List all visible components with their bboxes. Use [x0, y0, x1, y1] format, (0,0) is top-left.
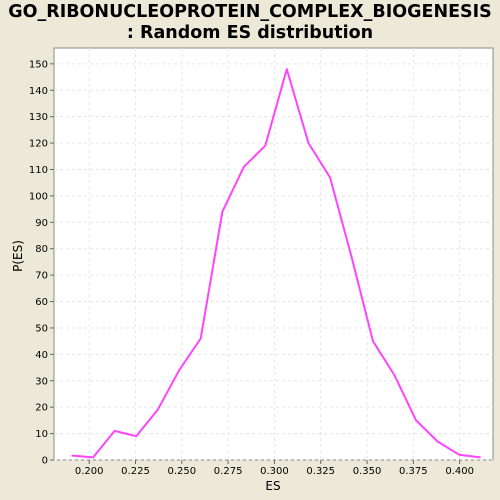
- x-tick-label: 0.225: [121, 466, 150, 477]
- y-tick-label: 30: [35, 376, 48, 387]
- x-tick-label: 0.400: [445, 466, 474, 477]
- x-tick-label: 0.325: [306, 466, 335, 477]
- y-tick-label: 110: [29, 165, 48, 176]
- y-tick-label: 120: [29, 139, 48, 150]
- y-axis-label: P(ES): [11, 240, 25, 272]
- y-tick-label: 80: [35, 244, 48, 255]
- y-tick-label: 150: [29, 59, 48, 70]
- y-tick-label: 50: [35, 323, 48, 334]
- y-tick-label: 70: [35, 271, 48, 282]
- chart-title-line-2: : Random ES distribution: [126, 23, 374, 43]
- plot-area: [53, 47, 494, 461]
- y-tick-label: 130: [29, 112, 48, 123]
- y-tick-label: 20: [35, 403, 48, 414]
- x-tick-label: 0.200: [75, 466, 104, 477]
- y-tick-label: 60: [35, 297, 48, 308]
- y-tick-label: 10: [35, 429, 48, 440]
- y-tick-label: 100: [29, 191, 48, 202]
- x-tick-label: 0.250: [167, 466, 196, 477]
- y-tick-label: 0: [42, 456, 48, 467]
- x-tick-label: 0.350: [353, 466, 382, 477]
- y-tick-label: 90: [35, 218, 48, 229]
- y-tick-label: 40: [35, 350, 48, 361]
- x-tick-label: 0.275: [214, 466, 243, 477]
- x-axis-label: ES: [265, 479, 280, 493]
- x-tick-label: 0.375: [399, 466, 428, 477]
- series-line: [71, 68, 481, 459]
- y-axis: 0 10 20 30 40 50 60 70 80 90 100 110 120 130 140 150: [29, 59, 54, 467]
- grid-lines: [54, 48, 493, 461]
- y-tick-label: 140: [29, 86, 48, 97]
- chart-title: GO_RIBONUCLEOPROTEIN_COMPLEX_BIOGENESIS …: [0, 2, 500, 44]
- x-tick-label: 0.300: [260, 466, 289, 477]
- x-axis: 0.200 0.225 0.250 0.275 0.300 0.325 0.350 0.375…: [75, 460, 474, 477]
- chart-title-line-1: GO_RIBONUCLEOPROTEIN_COMPLEX_BIOGENESIS: [8, 2, 492, 22]
